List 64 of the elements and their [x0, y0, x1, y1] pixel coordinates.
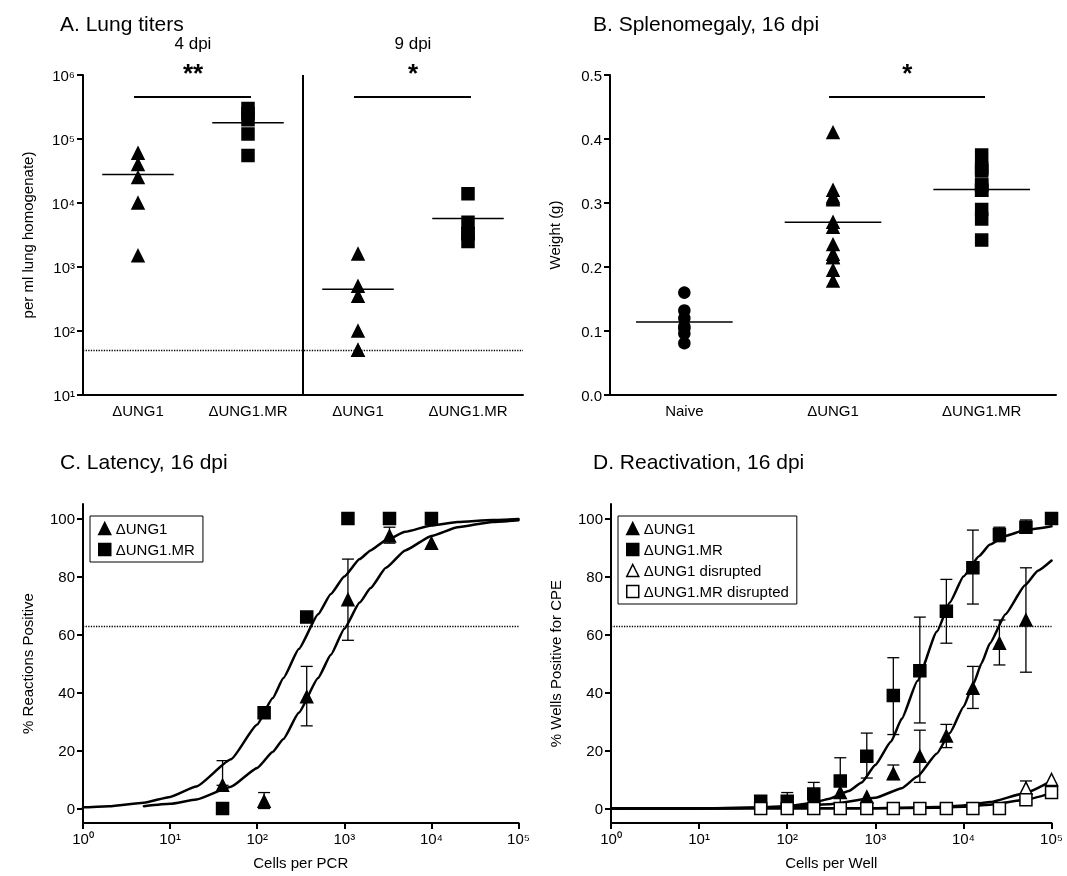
y-axis-title: Weight (g) [546, 200, 563, 270]
legend-label: ΔUNG1 disrupted [643, 562, 762, 579]
chart-title: C. Latency, 16 dpi [60, 450, 228, 473]
y-tick-label: 10⁶ [52, 66, 75, 84]
y-axis-title: % Wells Positive for CPE [547, 579, 564, 748]
y-tick-label: 0.4 [581, 130, 602, 148]
x-tick-label: ΔUNG1.MR [428, 402, 508, 419]
legend-label: ΔUNG1.MR [115, 541, 196, 558]
x-tick-label: 10² [776, 830, 799, 847]
y-tick-label: 10⁴ [51, 194, 75, 212]
y-tick-label: 10⁵ [52, 130, 75, 148]
legend-label: ΔUNG1.MR [643, 541, 724, 558]
x-tick-label: 10⁵ [1040, 830, 1063, 847]
y-tick-label: 40 [586, 684, 603, 701]
x-tick-label: ΔUNG1 [112, 402, 164, 419]
y-tick-label: 0 [66, 800, 75, 817]
chart-title: D. Reactivation, 16 dpi [593, 450, 805, 473]
x-tick-label: 10² [246, 830, 269, 847]
annotation: * [408, 58, 419, 89]
x-tick-label: ΔUNG1 [332, 402, 384, 419]
legend-label: ΔUNG1.MR disrupted [643, 583, 789, 600]
x-tick-label: 10⁰ [600, 830, 622, 847]
x-tick-label: 10⁴ [419, 830, 444, 847]
y-tick-label: 10³ [53, 258, 75, 276]
annotation: * [902, 58, 913, 89]
y-tick-label: 0.1 [581, 322, 602, 340]
y-tick-label: 20 [58, 742, 75, 759]
y-axis-title: % Reactions Positive [19, 593, 36, 734]
x-tick-label: ΔUNG1.MR [208, 402, 288, 419]
y-tick-label: 80 [58, 568, 75, 585]
chart-title: B. Splenomegaly, 16 dpi [593, 12, 820, 35]
x-tick-label: 10¹ [688, 830, 710, 847]
y-tick-label: 0.3 [581, 194, 602, 212]
x-tick-label: ΔUNG1.MR [942, 402, 1022, 419]
y-axis-title: per ml lung homogenate) [19, 151, 36, 319]
y-tick-label: 20 [586, 742, 603, 759]
legend-label: ΔUNG1 [115, 520, 168, 537]
annotation: ** [183, 58, 204, 89]
x-tick-label: Naive [665, 402, 704, 419]
legend-label: ΔUNG1 [643, 520, 696, 537]
x-tick-label: 10⁵ [507, 830, 530, 847]
y-tick-label: 40 [58, 684, 75, 701]
y-tick-label: 100 [49, 510, 75, 527]
y-tick-label: 0 [594, 800, 603, 817]
text: 9 dpi [394, 33, 432, 53]
y-tick-label: 0.5 [581, 66, 602, 84]
y-tick-label: 60 [58, 626, 75, 643]
x-tick-label: 10³ [864, 830, 887, 847]
x-tick-label: ΔUNG1 [807, 402, 859, 419]
x-axis-title: Cells per PCR [253, 854, 349, 871]
y-tick-label: 100 [577, 510, 603, 527]
x-tick-label: 10¹ [159, 830, 181, 847]
y-tick-label: 60 [586, 626, 603, 643]
text: 4 dpi [174, 33, 212, 53]
chart-title: A. Lung titers [60, 12, 184, 35]
x-tick-label: 10⁴ [951, 830, 976, 847]
y-tick-label: 0.2 [581, 258, 602, 276]
y-tick-label: 10² [53, 322, 75, 340]
y-tick-label: 80 [586, 568, 603, 585]
y-tick-label: 10¹ [53, 386, 75, 404]
x-tick-label: 10³ [333, 830, 356, 847]
x-tick-label: 10⁰ [72, 830, 94, 847]
y-tick-label: 0.0 [581, 386, 602, 404]
x-axis-title: Cells per Well [785, 854, 878, 871]
